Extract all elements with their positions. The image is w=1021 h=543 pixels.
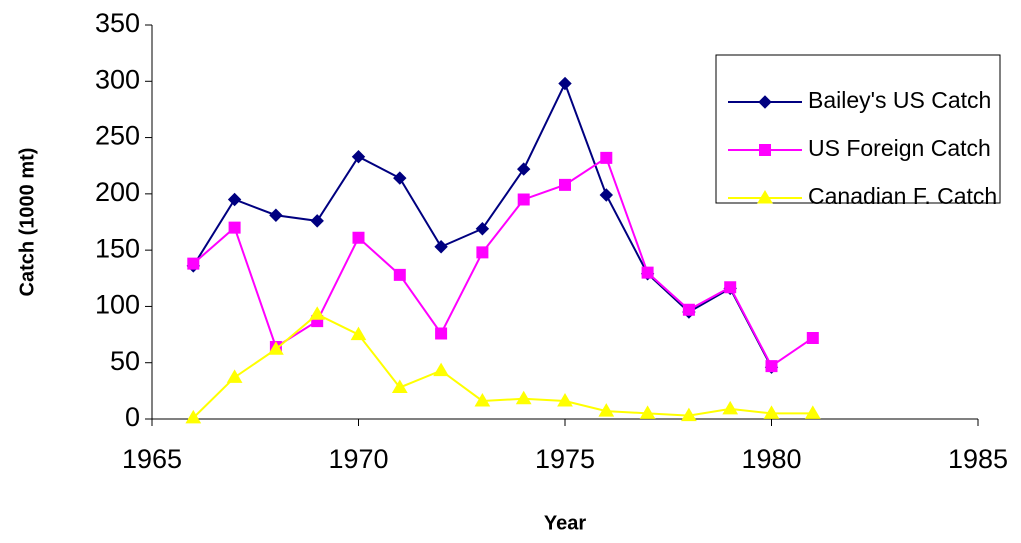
data-point bbox=[558, 76, 572, 91]
x-axis-title: Year bbox=[544, 512, 586, 534]
data-point bbox=[598, 403, 615, 417]
data-point bbox=[226, 369, 243, 383]
data-point bbox=[435, 327, 448, 340]
x-tick-label: 1985 bbox=[948, 444, 1008, 474]
data-point bbox=[763, 405, 780, 419]
data-point bbox=[724, 281, 737, 294]
data-point bbox=[352, 231, 365, 244]
data-point bbox=[515, 390, 532, 405]
y-tick-label: 300 bbox=[95, 64, 140, 94]
data-point bbox=[639, 405, 656, 419]
data-point bbox=[187, 257, 200, 270]
data-point bbox=[517, 193, 530, 206]
data-point bbox=[391, 379, 408, 393]
data-point bbox=[269, 208, 283, 222]
data-point bbox=[557, 392, 573, 407]
legend-marker bbox=[759, 144, 771, 156]
y-tick-label: 50 bbox=[110, 346, 140, 376]
legend-marker bbox=[757, 190, 773, 204]
data-point bbox=[475, 222, 490, 236]
data-point bbox=[228, 221, 241, 234]
x-tick-label: 1975 bbox=[535, 444, 595, 474]
y-tick-label: 100 bbox=[95, 290, 140, 320]
data-point bbox=[681, 407, 697, 422]
data-point bbox=[641, 266, 654, 279]
data-point bbox=[559, 178, 571, 191]
data-point bbox=[433, 362, 449, 377]
x-tick-label: 1970 bbox=[328, 444, 388, 474]
y-tick-label: 350 bbox=[95, 8, 140, 38]
series-line bbox=[192, 313, 813, 419]
data-point bbox=[393, 268, 406, 281]
legend-label: US Foreign Catch bbox=[808, 135, 991, 161]
x-tick-label: 1980 bbox=[741, 444, 801, 474]
data-point bbox=[765, 360, 778, 373]
data-point bbox=[804, 405, 821, 419]
data-point bbox=[351, 150, 366, 164]
legend-label: Canadian F. Catch bbox=[808, 183, 997, 209]
legend-box bbox=[715, 54, 1001, 204]
data-point bbox=[268, 341, 284, 355]
y-axis-title: Catch (1000 mt) bbox=[16, 148, 38, 297]
data-point bbox=[227, 192, 242, 207]
data-point bbox=[434, 240, 448, 254]
data-point bbox=[806, 331, 819, 344]
data-point bbox=[310, 214, 324, 228]
legend-label: Bailey's US Catch bbox=[808, 87, 991, 113]
y-tick-label: 0 bbox=[125, 402, 140, 432]
data-point bbox=[350, 326, 367, 341]
y-tick-label: 200 bbox=[95, 177, 140, 207]
data-point bbox=[309, 306, 326, 320]
y-tick-label: 150 bbox=[95, 233, 140, 263]
y-tick-label: 250 bbox=[95, 121, 140, 151]
data-point bbox=[185, 409, 202, 424]
series-line bbox=[192, 156, 814, 368]
x-tick-label: 1965 bbox=[122, 444, 182, 474]
data-point bbox=[474, 392, 491, 407]
legend-marker bbox=[758, 95, 772, 109]
data-point bbox=[600, 151, 613, 164]
data-point bbox=[722, 400, 739, 415]
data-point bbox=[476, 246, 489, 259]
data-point bbox=[682, 303, 695, 316]
data-point bbox=[599, 188, 614, 202]
data-point bbox=[516, 162, 531, 176]
data-point bbox=[393, 171, 407, 185]
